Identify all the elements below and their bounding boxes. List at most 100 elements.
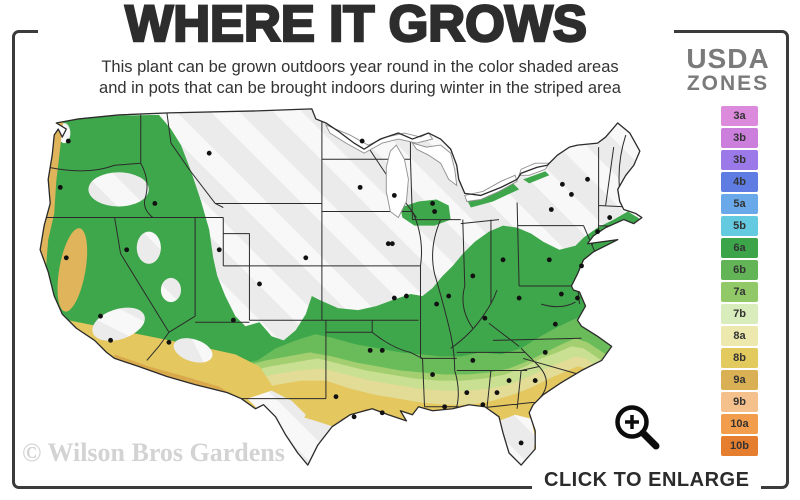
zone-swatch-label: 9b: [733, 396, 746, 408]
city-dot: [65, 138, 71, 144]
zone-swatch-label: 4b: [733, 176, 746, 188]
city-dot: [216, 247, 222, 253]
zone-swatch-8b: 8b: [721, 348, 758, 368]
city-dot: [166, 339, 172, 345]
city-dot: [607, 215, 613, 220]
city-dot: [595, 229, 601, 235]
subtitle-line-2: and in pots that can be brought indoors …: [99, 79, 621, 97]
zones-label: ZONES: [686, 72, 770, 95]
city-dot: [559, 181, 565, 187]
subtitle-line-1: This plant can be grown outdoors year ro…: [101, 58, 619, 76]
great-lakes: [324, 124, 551, 219]
green-patch-ontario-shore: [523, 171, 550, 184]
zone-swatch-9a: 9a: [721, 370, 758, 390]
city-dot: [494, 390, 500, 396]
city-dot: [585, 176, 590, 182]
lake-michigan: [385, 144, 409, 219]
city-dot: [257, 281, 262, 287]
zone-swatch-label: 7a: [733, 286, 746, 298]
city-dot: [359, 138, 365, 144]
city-dot: [552, 321, 558, 327]
zone-swatch-10a: 10a: [721, 414, 758, 434]
city-dot: [152, 201, 158, 206]
lake-huron: [411, 142, 458, 187]
zone-swatch-3b: 3b: [721, 150, 758, 170]
zone-swatch-label: 8b: [733, 352, 746, 364]
city-dots-layer: [57, 138, 613, 446]
zone-swatch-7a: 7a: [721, 282, 758, 302]
zone-swatch-9b: 9b: [721, 392, 758, 412]
us-outline: [39, 108, 643, 466]
city-dot: [575, 295, 580, 301]
city-dot: [548, 207, 554, 212]
city-dot: [446, 293, 452, 299]
city-dot: [206, 150, 212, 156]
striped-patch-mojave: [92, 307, 145, 341]
zone-swatch-label: 8a: [733, 330, 746, 342]
city-dot: [470, 273, 476, 279]
city-dot: [464, 390, 470, 396]
city-dot: [558, 291, 564, 297]
city-dot: [532, 378, 538, 383]
zone-swatch-label: 7b: [733, 308, 746, 320]
city-dot: [569, 191, 574, 197]
zone-swatch-label: 3b: [733, 132, 746, 144]
city-dot: [379, 347, 385, 353]
zone-swatch-6b: 6b: [721, 260, 758, 280]
usda-label: USDA: [686, 43, 770, 74]
zone-swatch-label: 3b: [733, 154, 746, 166]
zone-swatch-label: 3a: [733, 110, 746, 122]
zone-swatch-label: 6a: [733, 242, 746, 254]
city-dot: [357, 184, 363, 190]
city-dot: [385, 241, 391, 247]
zone-swatch-label: 5b: [733, 220, 746, 232]
zone-swatch-7b: 7b: [721, 304, 758, 324]
city-dot: [367, 347, 373, 353]
striped-patch-east-oregon: [88, 172, 149, 207]
zone-swatch-3a: 3a: [721, 106, 758, 126]
zone-swatch-5b: 5b: [721, 216, 758, 236]
city-dot: [391, 295, 397, 301]
city-dot: [434, 301, 440, 307]
city-dot: [442, 404, 448, 410]
zone-swatch-label: 10b: [730, 440, 749, 452]
page-title: WHERE IT GROWS: [38, 0, 674, 53]
city-dot: [389, 241, 395, 247]
zone-swatch-label: 5a: [733, 198, 746, 210]
city-dot: [57, 184, 63, 190]
subtitle: This plant can be grown outdoors year ro…: [70, 57, 650, 99]
city-dot: [482, 315, 488, 321]
city-dot: [432, 209, 438, 214]
city-dot: [506, 378, 512, 383]
city-dot: [124, 247, 130, 253]
city-dot: [403, 293, 409, 299]
zone-swatch-5a: 5a: [721, 194, 758, 214]
city-dot: [303, 255, 309, 261]
gold-central-valley: [57, 228, 88, 312]
striped-patch-arizona: [173, 338, 213, 363]
city-dot: [480, 402, 486, 408]
city-dot: [63, 255, 69, 261]
city-dot: [518, 440, 524, 446]
us-growing-zone-map[interactable]: [18, 106, 662, 477]
magnifier-zoom-icon[interactable]: [610, 400, 664, 459]
zone-swatch-10b: 10b: [721, 436, 758, 456]
city-dot: [579, 263, 584, 269]
striped-patch-nevada-2: [160, 277, 182, 303]
green-patch-erie-shore: [466, 183, 520, 208]
city-dot: [333, 394, 339, 400]
zone-swatch-label: 10a: [730, 418, 749, 430]
usda-zones-heading: USDA ZONES: [672, 44, 784, 95]
striped-patch-south-florida: [498, 414, 536, 466]
city-dot: [546, 257, 552, 263]
zone-swatch-4b: 4b: [721, 172, 758, 192]
zone-swatch-8a: 8a: [721, 326, 758, 346]
city-dot: [379, 410, 385, 416]
click-to-enlarge-button[interactable]: CLICK TO ENLARGE: [532, 469, 762, 492]
watermark: © Wilson Bros Gardens: [22, 438, 285, 467]
city-dot: [542, 349, 548, 355]
zone-swatch-label: 9a: [733, 374, 746, 386]
zone-swatch-label: 6b: [733, 264, 746, 276]
striped-patch-colorado-rockies: [226, 268, 243, 298]
